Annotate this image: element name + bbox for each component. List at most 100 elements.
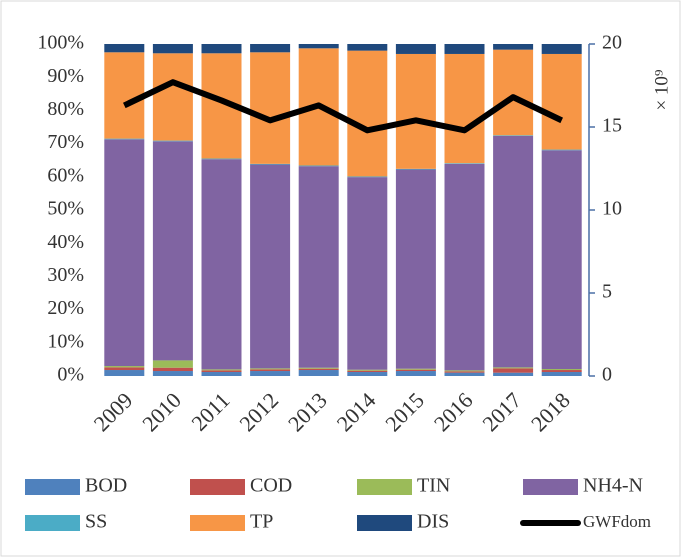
- bar-segment: [395, 371, 436, 376]
- legend-label: BOD: [85, 475, 127, 497]
- bar-segment: [395, 368, 436, 370]
- bar-segment: [444, 44, 485, 54]
- bar-segment: [444, 371, 485, 373]
- bar-segment: [104, 138, 145, 140]
- bar-segment: [152, 360, 193, 368]
- bar-segment: [152, 140, 193, 142]
- bar-segment: [395, 44, 436, 54]
- bar-segment: [152, 367, 193, 372]
- bar-segment: [541, 150, 582, 370]
- legend-marker: [357, 479, 412, 495]
- bar-segment: [201, 370, 242, 373]
- y2-tick-label: 20: [602, 32, 622, 54]
- legend-marker: [357, 515, 412, 531]
- y2-tick-label: 10: [602, 198, 622, 220]
- y2-tick-label: 15: [602, 115, 622, 137]
- legend-label: TP: [250, 511, 273, 533]
- bar-segment: [541, 372, 582, 376]
- bar-segment: [444, 372, 485, 376]
- bar-segment: [104, 366, 145, 368]
- y-tick-label: 60%: [47, 164, 84, 186]
- bar-segment: [541, 53, 582, 150]
- y-tick-label: 40%: [47, 231, 84, 253]
- bar-segment: [250, 368, 291, 370]
- y-tick-label: 30%: [47, 264, 84, 286]
- bar-segment: [250, 52, 291, 164]
- bar-segment: [541, 44, 582, 54]
- bar-segment: [152, 371, 193, 376]
- bar-segment: [250, 164, 291, 369]
- legend-label: NH4-N: [583, 475, 643, 497]
- bar-segment: [201, 372, 242, 376]
- bar-segment: [201, 369, 242, 371]
- bar-segment: [395, 168, 436, 170]
- bar-segment: [395, 169, 436, 369]
- bar-segment: [298, 370, 339, 376]
- bar-segment: [444, 370, 485, 372]
- bar-segment: [347, 44, 388, 51]
- y-tick-label: 10%: [47, 330, 84, 352]
- bar-segment: [250, 44, 291, 53]
- bar-segment: [493, 44, 534, 50]
- bar-segment: [104, 367, 145, 371]
- legend-marker: [190, 515, 245, 531]
- y-tick-label: 100%: [37, 32, 84, 54]
- bar-segment: [493, 49, 534, 136]
- bar-segment: [541, 370, 582, 373]
- y-tick-label: 20%: [47, 297, 84, 319]
- bar-segment: [493, 135, 534, 136]
- bar-segment: [347, 369, 388, 371]
- bar-segment: [298, 44, 339, 49]
- bar-segment: [347, 177, 388, 370]
- bar-segment: [395, 369, 436, 372]
- bar-segment: [493, 135, 534, 368]
- bar-segment: [541, 369, 582, 371]
- bar-segment: [541, 149, 582, 151]
- y-tick-label: 80%: [47, 98, 84, 120]
- bar-segment: [152, 141, 193, 361]
- bar-segment: [347, 372, 388, 376]
- legend-marker: [25, 479, 80, 495]
- bar-segment: [347, 50, 388, 177]
- bar-segment: [104, 370, 145, 376]
- bar-segment: [201, 159, 242, 370]
- bar-segment: [201, 158, 242, 160]
- y-tick-label: 0%: [57, 364, 84, 386]
- legend-label: DIS: [417, 511, 449, 533]
- bar-segment: [104, 44, 145, 53]
- bar-segment: [444, 163, 485, 164]
- bar-segment: [298, 368, 339, 371]
- bar-segment: [104, 52, 145, 139]
- y2-annotation: × 10⁹: [651, 69, 672, 110]
- y-tick-label: 70%: [47, 131, 84, 153]
- bar-segment: [152, 44, 193, 54]
- legend-label: COD: [250, 475, 292, 497]
- legend-label: SS: [85, 511, 107, 533]
- bar-segment: [104, 139, 145, 367]
- bar-segment: [347, 176, 388, 178]
- legend-label: GWFdom: [583, 512, 651, 531]
- bar-segment: [298, 367, 339, 369]
- legend-marker: [523, 479, 578, 495]
- bar-segment: [250, 371, 291, 376]
- bar-segment: [493, 367, 534, 369]
- legend-label: TIN: [417, 475, 450, 497]
- bar-segment: [250, 163, 291, 165]
- bar-segment: [444, 53, 485, 164]
- bar-segment: [298, 166, 339, 368]
- bar-segment: [201, 44, 242, 54]
- y2-tick-label: 5: [602, 281, 612, 303]
- y2-tick-label: 0: [602, 364, 612, 386]
- legend-marker: [25, 515, 80, 531]
- bar-segment: [298, 165, 339, 167]
- bar-segment: [493, 368, 534, 373]
- bar-segment: [152, 53, 193, 141]
- bar-segment: [395, 53, 436, 169]
- line: [123, 79, 563, 134]
- bar-segment: [493, 372, 534, 376]
- bar-segment: [347, 370, 388, 373]
- y-tick-label: 50%: [47, 198, 84, 220]
- y-tick-label: 90%: [47, 65, 84, 87]
